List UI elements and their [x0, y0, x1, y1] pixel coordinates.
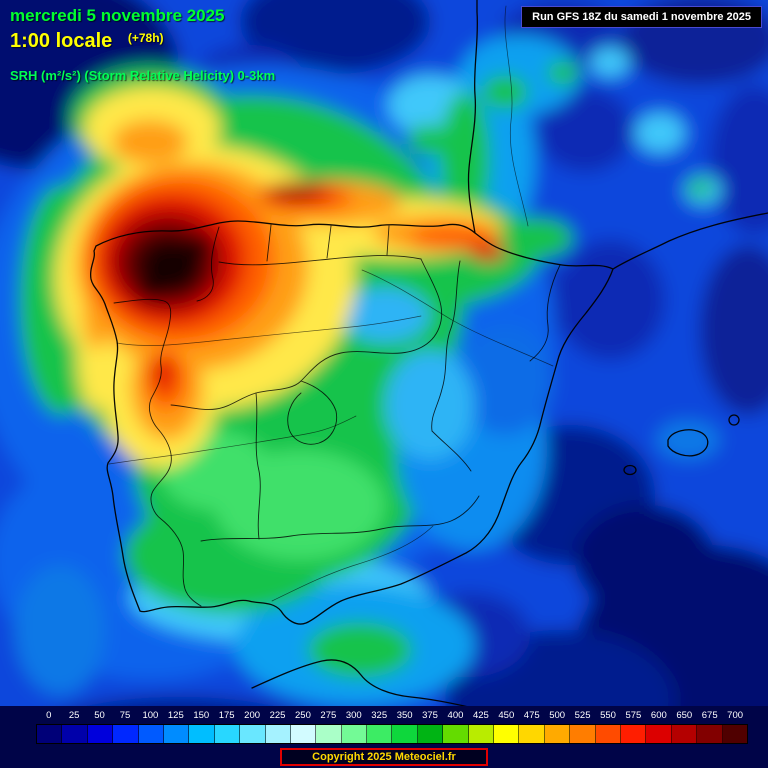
colorbar-cell	[620, 725, 647, 743]
france-river	[504, 5, 529, 227]
colorbar-cell	[265, 725, 291, 743]
colorbar-tick-label: 600	[650, 710, 667, 721]
castile-leon-border	[170, 258, 443, 410]
colorbar-tick-label: 200	[244, 710, 261, 721]
colorbar-cell	[570, 725, 596, 743]
basque-divider	[386, 225, 390, 256]
aragon-west-border	[431, 260, 461, 432]
colorbar-cell	[240, 725, 266, 743]
andalusia-border	[200, 495, 480, 542]
asturias-cantabria-divider	[266, 224, 272, 262]
colorbar-tick-label: 375	[422, 710, 438, 721]
duero-river	[116, 315, 422, 346]
colorbar-cell	[62, 725, 88, 743]
colorbar-tick-label: 300	[345, 710, 362, 721]
colorbar-cell	[697, 725, 723, 743]
colorbar-tick-label: 175	[218, 710, 235, 721]
forecast-offset-label: (+78h)	[127, 31, 164, 45]
colorbar-cell	[37, 725, 63, 743]
colorbar-cell	[494, 725, 520, 743]
colorbar-cell	[595, 725, 621, 743]
cantabria-basque-divider	[326, 225, 332, 259]
extremadura-border	[255, 392, 261, 540]
madrid-region-border	[287, 380, 338, 445]
colorbar-cell	[544, 725, 571, 743]
colorbar-tick-label: 250	[295, 710, 311, 721]
colorbar-tick-label: 575	[625, 710, 642, 721]
north-strip-border	[218, 255, 422, 266]
colorbar-cells	[36, 724, 748, 744]
colorbar-cell	[341, 725, 368, 743]
colorbar-tick-label: 0	[46, 710, 52, 721]
colorbar-cell	[671, 725, 698, 743]
iberia-coastline	[89, 220, 614, 625]
colorbar-tick-label: 50	[94, 710, 105, 721]
internal-borders	[113, 224, 561, 607]
bottom-bar: Copyright 2025 Meteociel.fr	[0, 746, 768, 768]
colorbar-tick-label: 75	[119, 710, 131, 721]
colorbar-tick-label: 700	[727, 710, 744, 721]
colorbar-tick-label: 100	[142, 710, 159, 721]
colorbar-cell	[443, 725, 469, 743]
colorbar-tick-label: 350	[396, 710, 413, 721]
colorbar-cell	[163, 725, 190, 743]
valencia-border	[431, 430, 472, 472]
portugal-spain-border	[113, 298, 202, 607]
aragon-catalonia-border	[529, 264, 561, 362]
colorbar-cell	[290, 725, 317, 743]
colorbar-tick-label: 325	[371, 710, 388, 721]
colorbar-tick-label: 150	[193, 710, 210, 721]
copyright-link[interactable]: Copyright 2025 Meteociel.fr	[280, 748, 488, 766]
colorbar-tick-label: 500	[549, 710, 566, 721]
ibiza-island	[623, 464, 637, 476]
colorbar-cell	[392, 725, 418, 743]
galicia-border	[196, 226, 220, 302]
rivers	[108, 5, 554, 602]
colorbar-tick-label: 550	[600, 710, 616, 721]
colorbar-cell	[189, 725, 215, 743]
guadalquivir-river	[271, 525, 434, 602]
colorbar-cell	[316, 725, 342, 743]
colorbar-tick-label: 400	[447, 710, 464, 721]
colorbar-tick-label: 650	[676, 710, 693, 721]
colorbar-tick-label: 475	[523, 710, 540, 721]
colorbar-tick-label: 425	[472, 710, 489, 721]
colorbar-tick-label: 675	[701, 710, 718, 721]
colorbar-tick-label: 125	[167, 710, 184, 721]
colorbar-labels: 0 25 50 75 100 125 150 175 200 225 250 275 300 325 350…	[36, 710, 748, 722]
france-mediterranean-coast	[612, 212, 768, 270]
colorbar-cell	[87, 725, 114, 743]
colorbar-cell	[468, 725, 495, 743]
colorbar-cell	[138, 725, 164, 743]
colorbar-cell	[367, 725, 393, 743]
colorbar-tick-label: 25	[68, 710, 80, 721]
colorbar-cell	[646, 725, 672, 743]
colorbar-tick-label: 450	[498, 710, 515, 721]
parameter-label: SRH (m²/s²) (Storm Relative Helicity) 0-…	[10, 68, 276, 83]
colorbar-cell	[722, 725, 747, 743]
menorca-island	[728, 414, 740, 426]
colorbar-cell	[214, 725, 241, 743]
tagus-river	[108, 415, 357, 465]
local-time-label: 1:00 locale	[10, 30, 113, 52]
mallorca-island	[667, 429, 709, 457]
colorbar-cell	[417, 725, 444, 743]
run-info-box: Run GFS 18Z du samedi 1 novembre 2025	[521, 6, 762, 28]
colorbar-cell	[113, 725, 139, 743]
date-label: mercredi 5 novembre 2025	[10, 6, 225, 25]
colorbar-tick-label: 525	[574, 710, 591, 721]
france-atlantic-coast	[467, 0, 479, 234]
ebro-river	[361, 269, 554, 367]
colorbar-tick-label: 225	[269, 710, 286, 721]
colorbar-cell	[519, 725, 545, 743]
colorbar-tick-label: 275	[320, 710, 337, 721]
time-label: 1:00 locale (+78h)	[10, 30, 164, 53]
